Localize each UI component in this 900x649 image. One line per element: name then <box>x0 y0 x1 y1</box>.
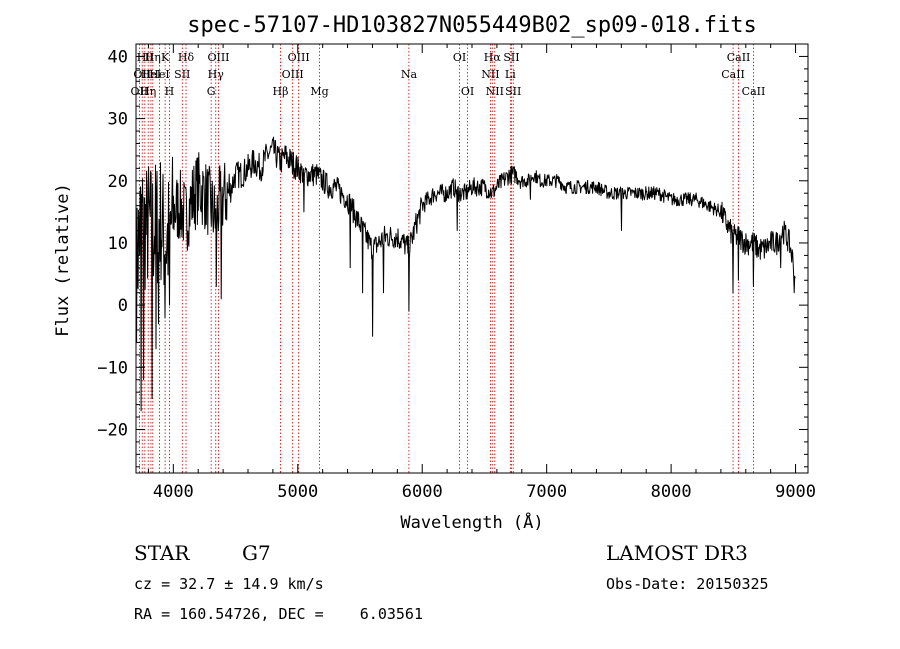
spectral-line-label: CaII <box>742 85 766 98</box>
object-subclass: G7 <box>242 541 271 565</box>
spectral-line-label: OII <box>131 85 149 98</box>
spectral-line-label: G <box>207 85 216 98</box>
axis-ticks: 4000 5000 6000 7000 8000 9000 −20 −10 0 10 20 30 40 <box>97 43 816 502</box>
spectrum-line <box>136 136 796 412</box>
plot-frame <box>135 43 809 474</box>
spectral-line-label: NII <box>481 68 499 81</box>
spectral-line-label: Hβ <box>273 85 289 98</box>
spectral-line-label: OI <box>453 51 466 64</box>
spectral-line-labels: OIIOIIHθHηHeIHηHeIKHSIIHδGHγOIIIHβOIIIOI… <box>131 51 766 98</box>
spectral-line-label: SII <box>174 68 190 81</box>
spectral-line-label: Hη <box>145 51 161 64</box>
spectral-line-label: HeI <box>141 68 161 81</box>
x-tick-label: 9000 <box>775 482 816 502</box>
spectral-line-label: OI <box>461 85 474 98</box>
spectral-line-label: HeI <box>149 68 169 81</box>
x-tick-label: 7000 <box>526 482 567 502</box>
coordinates-readout: RA = 160.54726, DEC = 6.03561 <box>134 605 423 623</box>
x-tick-label: 8000 <box>651 482 692 502</box>
y-tick-label: 30 <box>108 110 128 130</box>
spectral-line-label: OIII <box>288 51 310 64</box>
spectral-line-label: Hγ <box>208 68 225 81</box>
observation-date: Obs-Date: 20150325 <box>606 575 769 593</box>
spectral-line-label: Mg <box>310 85 328 98</box>
object-class: STAR <box>134 541 190 565</box>
spectral-line-label: H <box>165 85 175 98</box>
spectral-line-label: Hη <box>140 85 156 98</box>
spectral-line-label: SII <box>503 51 519 64</box>
y-tick-label: 0 <box>118 296 128 316</box>
y-tick-label: −20 <box>97 420 128 440</box>
y-tick-label: 10 <box>108 234 128 254</box>
spectral-line-label: CaII <box>721 68 745 81</box>
survey-name: LAMOST DR3 <box>606 541 748 565</box>
spectral-line-label: Hθ <box>137 51 154 64</box>
x-tick-label: 5000 <box>277 482 318 502</box>
x-tick-label: 4000 <box>153 482 194 502</box>
spectral-line-label: K <box>161 51 170 64</box>
y-tick-label: 20 <box>108 172 128 192</box>
spectral-line-label: OII <box>133 68 151 81</box>
spectral-line-markers <box>138 44 754 473</box>
spectral-line-label: Li <box>505 68 516 81</box>
spectral-line-label: Hδ <box>178 51 195 64</box>
y-tick-label: 40 <box>108 47 128 67</box>
spectral-line-label: SII <box>505 85 521 98</box>
redshift-readout: cz = 32.7 ± 14.9 km/s <box>134 575 324 593</box>
spectral-line-label: NII <box>486 85 504 98</box>
spectral-line-label: OIII <box>282 68 304 81</box>
chart-title: spec-57107-HD103827N055449B02_sp09-018.f… <box>187 13 757 38</box>
x-tick-label: 6000 <box>402 482 443 502</box>
x-axis-label: Wavelength (Å) <box>400 511 543 533</box>
y-tick-label: −10 <box>97 358 128 378</box>
y-axis-label: Flux (relative) <box>53 183 73 337</box>
spectral-line-label: Na <box>401 68 418 81</box>
spectral-line-label: Hα <box>484 51 502 64</box>
spectral-line-label: CaII <box>727 51 751 64</box>
spectral-line-label: OIII <box>207 51 229 64</box>
